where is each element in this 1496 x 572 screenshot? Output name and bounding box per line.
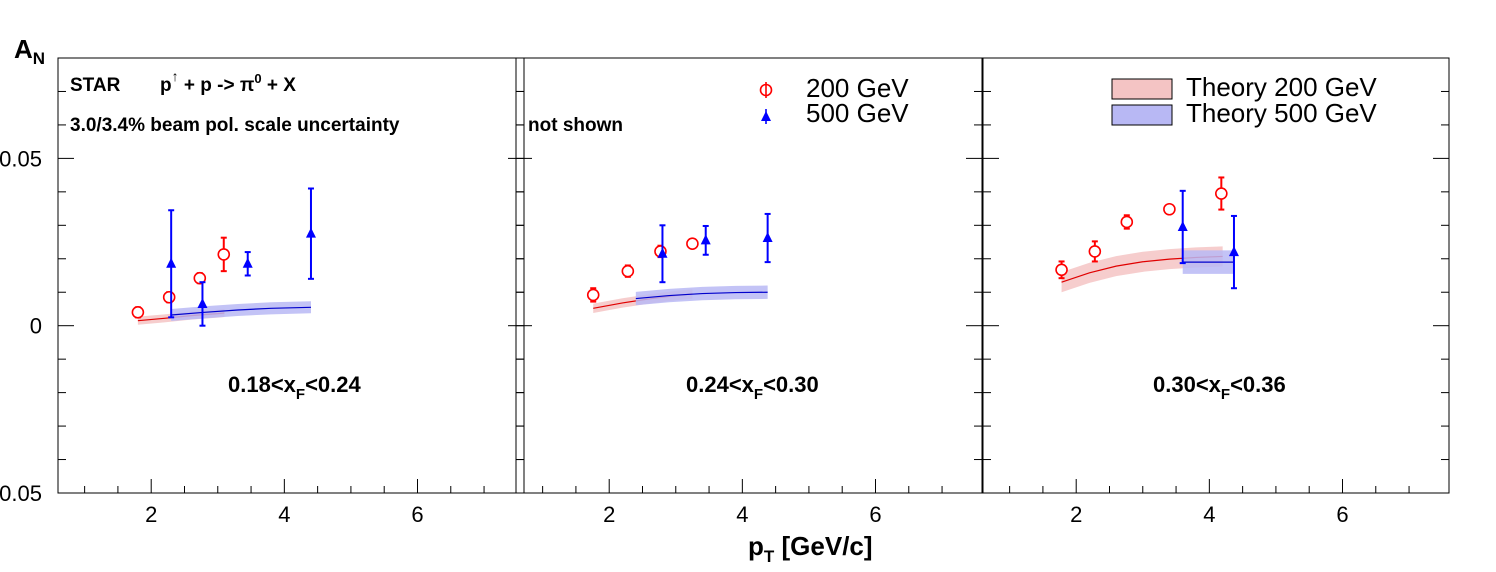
legend-theory-200-label: Theory 200 GeV (1186, 72, 1377, 102)
reaction-mid: + p -> π (179, 75, 255, 96)
data-point (586, 288, 600, 302)
x-tick-label: 6 (1336, 502, 1348, 527)
x-tick-label: 2 (1070, 502, 1082, 527)
theory-band (635, 285, 768, 306)
data-point (686, 237, 699, 251)
data-point (1163, 202, 1176, 216)
bin-label: 0.30<xF<0.36 (1153, 372, 1286, 403)
x-axis-title-sub: T (764, 547, 775, 566)
pol-uncertainty-label: 3.0/3.4% beam pol. scale uncertainty (70, 115, 400, 136)
bin-label-sub: F (754, 386, 763, 403)
reaction-p: p (160, 75, 172, 96)
x-tick-label: 4 (736, 502, 748, 527)
data-point (217, 248, 231, 261)
bin-label: 0.18<xF<0.24 (228, 372, 362, 403)
pol-uncertainty-cont-label: not shown (528, 115, 623, 136)
legend-theory-200-swatch (1111, 78, 1173, 100)
data-point (193, 271, 207, 285)
reaction-sup: 0 (254, 71, 261, 86)
bin-label-post: <0.30 (763, 372, 819, 397)
data-point (242, 257, 253, 268)
bin-label-pre: 0.30<x (1153, 372, 1222, 397)
data-point (762, 232, 773, 243)
x-tick-label: 6 (869, 502, 881, 527)
x-tick-label: 6 (411, 502, 423, 527)
reaction-arrow: ↑ (172, 68, 179, 84)
x-tick-label: 4 (278, 502, 290, 527)
data-point (657, 247, 668, 258)
data-point (162, 290, 176, 304)
data-point (1215, 187, 1228, 200)
y-tick-label: 0.05 (0, 481, 42, 506)
theory-line (635, 291, 768, 300)
data-point (166, 257, 177, 268)
bin-label-pre: 0.24<x (686, 372, 755, 397)
data-point (305, 227, 316, 238)
data-legend: 200 GeV 500 GeV (759, 73, 909, 128)
x-tick-label: 2 (145, 502, 157, 527)
data-point (131, 306, 145, 319)
data-point (1120, 215, 1134, 229)
data-point (1088, 245, 1102, 258)
data-point (197, 297, 208, 308)
bin-label-pre: 0.18<x (228, 372, 297, 397)
panel-3: 2 4 6 0.30<xF<0.36 (982, 57, 1450, 527)
x-tick-label: 4 (1203, 502, 1215, 527)
y-axis-title: AN (14, 34, 45, 68)
y-axis-title-main: A (14, 34, 33, 64)
theory-band (171, 301, 311, 322)
theory-legend: Theory 200 GeV Theory 500 GeV (1111, 72, 1377, 128)
panels-group: 2 4 60.18<xF<0.242 4 60.24<xF<0.302 4 60.30<xF… (0, 57, 1450, 527)
data-point (1177, 220, 1188, 231)
x-axis-title-rest: [GeV/c] (774, 531, 872, 561)
x-axis-title: pT [GeV/c] (748, 531, 873, 566)
legend-500-label: 500 GeV (806, 98, 909, 128)
data-point (1055, 263, 1068, 277)
legend-theory-500-swatch (1111, 104, 1173, 126)
x-axis-title-main: p (748, 531, 764, 561)
panel-frame (57, 57, 525, 494)
reaction-end: + X (262, 75, 297, 96)
data-point (621, 264, 635, 278)
bin-label-post: <0.36 (1230, 372, 1286, 397)
experiment-label: STAR (70, 75, 121, 96)
x-tick-label: 2 (603, 502, 615, 527)
reaction-label: p↑ + p -> π0 + X (160, 68, 296, 96)
bin-label: 0.24<xF<0.30 (686, 372, 819, 403)
panel-frame (982, 57, 1450, 494)
theory-line (171, 306, 311, 316)
bin-label-sub: F (296, 386, 305, 403)
y-tick-label: 0.05 (0, 146, 42, 171)
bin-label-sub: F (1221, 386, 1230, 403)
panel-frame (515, 57, 983, 494)
bin-label-post: <0.24 (305, 372, 361, 397)
legend-200-label: 200 GeV (806, 73, 909, 103)
panel-2: 2 4 6 0.24<xF<0.30 (515, 57, 983, 527)
y-axis-title-sub: N (33, 49, 45, 68)
y-tick-label: 0 (30, 314, 42, 339)
data-point (1228, 246, 1239, 257)
legend-theory-500-label: Theory 500 GeV (1186, 98, 1377, 128)
data-point (700, 234, 711, 245)
